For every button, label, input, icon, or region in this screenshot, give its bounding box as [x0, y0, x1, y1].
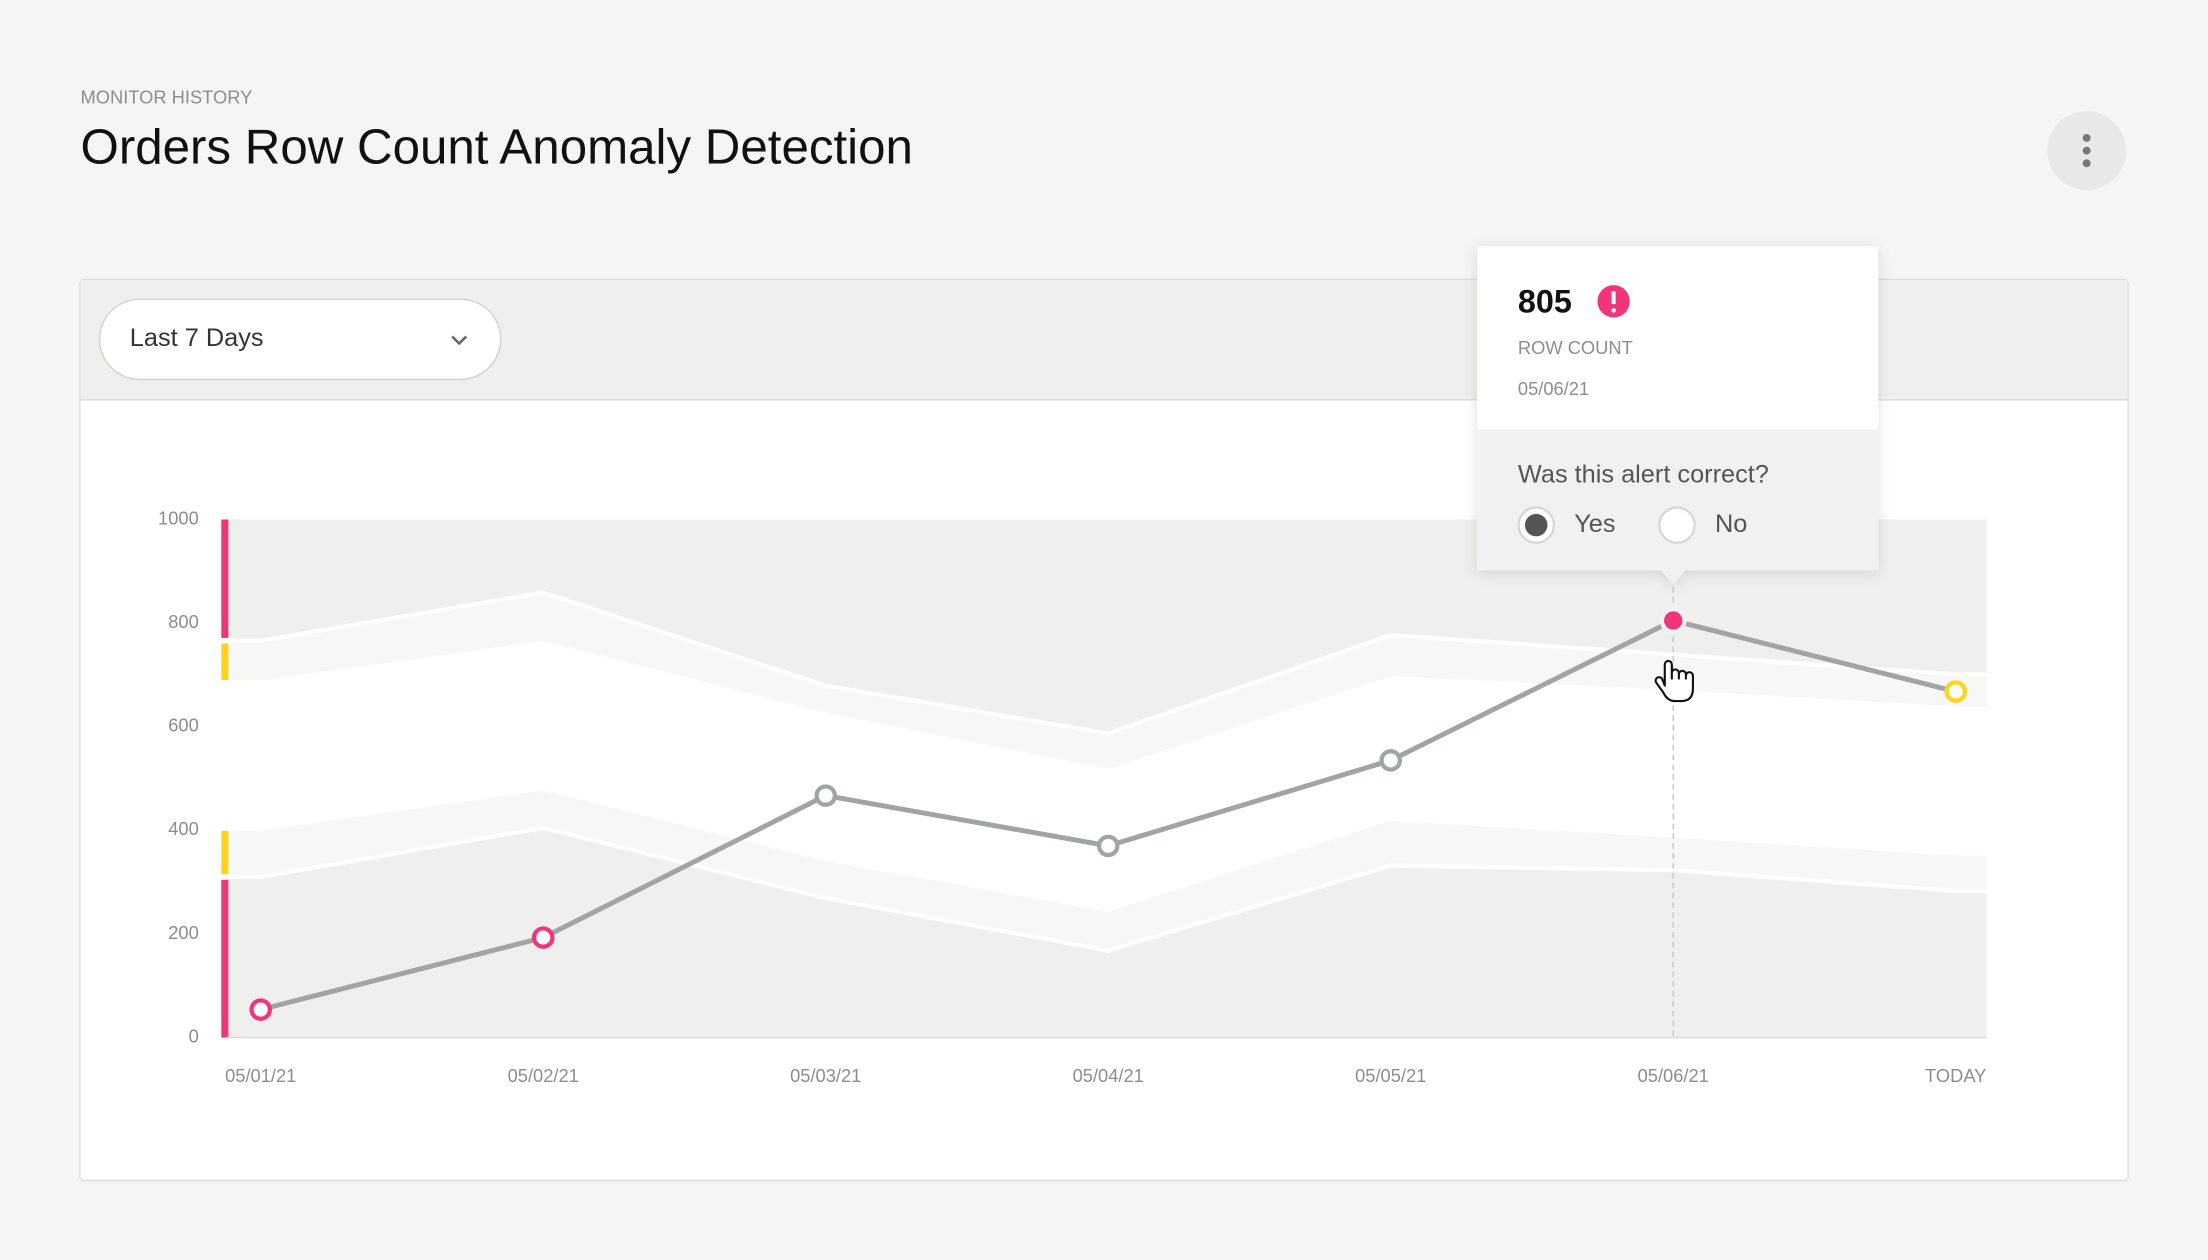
normal-band [225, 640, 1987, 913]
dot [2082, 146, 2091, 155]
range-dropdown[interactable]: Last 7 Days [98, 298, 502, 381]
x-tick-label: 05/06/21 [1638, 1065, 1709, 1086]
threshold-line [225, 825, 1987, 953]
data-point[interactable] [531, 926, 555, 949]
x-tick-label: 05/03/21 [790, 1065, 861, 1086]
data-point[interactable] [1379, 749, 1402, 772]
x-tick-label: 05/02/21 [508, 1065, 579, 1086]
tooltip-label: ROW COUNT [1518, 337, 1633, 358]
data-point[interactable] [1944, 680, 1967, 703]
eyebrow: MONITOR HISTORY [81, 86, 253, 107]
radio-dot [1524, 513, 1548, 537]
alert-icon-bar [1611, 291, 1616, 305]
y-tick-label: 0 [189, 1025, 199, 1046]
tooltip-footer [1477, 429, 1879, 571]
x-tick-label: 05/05/21 [1355, 1065, 1426, 1086]
tooltip-question: Was this alert correct? [1518, 461, 1769, 489]
data-point[interactable] [249, 998, 272, 1021]
more-button[interactable] [2047, 111, 2127, 191]
y-tick-label: 800 [168, 611, 199, 632]
alert-icon-dot [1611, 308, 1616, 313]
dropdown-box[interactable] [98, 298, 502, 381]
tooltip-value: 805 [1518, 284, 1572, 320]
radio[interactable] [1658, 506, 1696, 544]
radio-label[interactable]: No [1715, 510, 1747, 538]
y-tick-label: 400 [168, 818, 199, 839]
tooltip-pointer [1660, 570, 1686, 585]
severity-bar [221, 830, 229, 875]
page-title: Orders Row Count Anomaly Detection [81, 120, 913, 175]
x-tick-label: TODAY [1925, 1065, 1986, 1086]
y-tick-label: 600 [168, 715, 199, 736]
severity-bar [221, 519, 229, 638]
severity-bar [221, 643, 229, 681]
x-tick-label: 05/04/21 [1073, 1065, 1144, 1086]
radio-label[interactable]: Yes [1574, 510, 1615, 538]
plot: 0 200 400 600 800 1000 05/01/21 05/02/21 05/03/2… [158, 507, 1987, 1086]
severity-bar [221, 879, 229, 1038]
data-point[interactable] [1096, 834, 1120, 858]
y-tick-label: 200 [168, 922, 199, 943]
tooltip-date: 05/06/21 [1518, 378, 1589, 399]
tooltip: 805 ROW COUNT 05/06/21 Was this alert corre… [1477, 246, 1879, 703]
y-tick-label: 1000 [158, 507, 199, 528]
data-point[interactable] [814, 784, 837, 807]
dot [2082, 159, 2091, 168]
cursor [1654, 659, 1694, 703]
data-point[interactable] [1659, 607, 1687, 634]
dot [2082, 134, 2091, 142]
dropdown-label: Last 7 Days [130, 324, 264, 352]
chevron [451, 335, 468, 346]
x-tick-label: 05/01/21 [225, 1065, 296, 1086]
